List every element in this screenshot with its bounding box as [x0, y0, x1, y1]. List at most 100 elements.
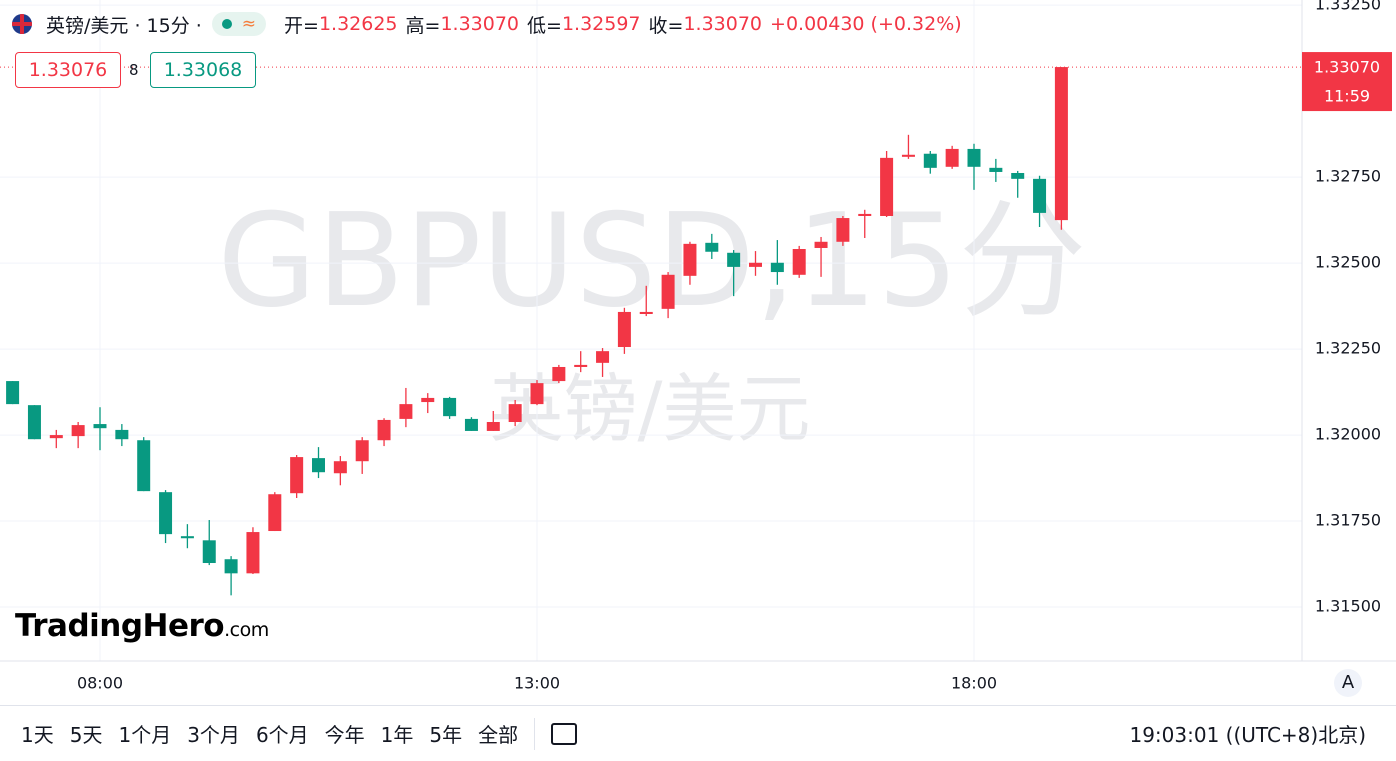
candle-body: [749, 262, 762, 267]
candle-body: [312, 458, 325, 473]
candle: [639, 285, 653, 317]
candle: [1033, 175, 1047, 227]
candle-body: [93, 424, 107, 429]
y-tick-label: 1.32500: [1315, 253, 1381, 272]
candle: [159, 490, 173, 544]
spread: 8: [129, 61, 139, 79]
range-button[interactable]: 1天: [21, 723, 54, 747]
candle: [1011, 170, 1025, 198]
candle: [508, 399, 522, 427]
clock: 19:03:01 ((UTC+8)北京): [1129, 723, 1366, 747]
candle: [552, 364, 566, 384]
candle-body: [508, 404, 522, 423]
candle: [727, 250, 741, 297]
candle: [574, 351, 588, 373]
candle-body: [355, 440, 369, 462]
last-price-label: 1.33070: [1314, 58, 1380, 77]
status-pill[interactable]: ≈: [211, 12, 267, 36]
candle-body: [1011, 172, 1025, 179]
buy-button[interactable]: 1.33068: [150, 52, 256, 88]
candle-body: [770, 262, 784, 273]
candle: [749, 251, 762, 276]
change: +0.00430 (+0.32%): [770, 13, 962, 35]
sell-button[interactable]: 1.33076: [15, 52, 121, 88]
candle: [312, 447, 325, 479]
candle: [464, 417, 478, 431]
range-button[interactable]: 5天: [69, 723, 103, 747]
candle: [49, 429, 63, 449]
x-tick-label: 18:00: [951, 674, 997, 693]
ohlc-label: 低=: [527, 14, 562, 37]
candle-body: [1054, 67, 1068, 221]
candle: [333, 456, 347, 486]
candle: [530, 380, 544, 406]
candle: [683, 241, 697, 285]
y-tick-label: 1.31500: [1315, 597, 1381, 616]
candle-body: [464, 418, 478, 431]
pill-icon: ≈: [241, 14, 257, 34]
candle: [836, 215, 850, 246]
candle-body: [858, 213, 872, 216]
candle: [486, 410, 500, 431]
candle-body: [530, 383, 544, 405]
candle: [814, 236, 828, 277]
range-button[interactable]: 3个月: [187, 723, 240, 747]
candle: [268, 492, 282, 532]
candle-body: [421, 397, 435, 403]
candle-body: [290, 457, 304, 494]
last-price-tag: [1302, 52, 1392, 112]
candle-body: [268, 494, 282, 532]
candle: [290, 455, 304, 499]
watermark-symbol: GBPUSD,15分: [217, 187, 1086, 336]
range-button[interactable]: 1个月: [118, 723, 172, 747]
range-button[interactable]: 今年: [324, 723, 365, 747]
candle: [115, 424, 129, 447]
candle: [901, 134, 915, 159]
watermark-name: 英镑/美元: [490, 367, 811, 453]
candle-body: [901, 154, 915, 157]
candle-body: [639, 311, 653, 315]
candle: [71, 422, 85, 449]
candle-body: [552, 366, 566, 382]
candle: [224, 556, 238, 596]
candle-body: [792, 249, 806, 275]
candle-body: [923, 153, 937, 168]
y-tick-label: 1.33250: [1315, 0, 1381, 14]
candle-body: [967, 148, 981, 167]
candle: [792, 245, 806, 278]
candle: [661, 272, 675, 319]
auto-scale-button[interactable]: A: [1334, 669, 1362, 697]
range-button[interactable]: 6个月: [255, 723, 309, 747]
candle: [945, 145, 959, 169]
legend-header: 英镑/美元 · 15分 · ≈ 开= 1.32625 高= 1.33070 低= 1.…: [12, 8, 962, 40]
candle-body: [836, 218, 850, 242]
candle-body: [1033, 178, 1047, 213]
candle-body: [49, 435, 63, 439]
logo: TradingHero.com: [15, 608, 269, 644]
ohlc-value: 1.32625: [318, 13, 398, 35]
axes: 1.31500 1.31750 1.32000 1.32250 1.32500 1.327…: [0, 0, 1392, 693]
candles: [6, 67, 1068, 596]
candle-body: [443, 397, 457, 417]
flag-icon: [12, 14, 32, 34]
candle: [617, 307, 631, 354]
range-button[interactable]: 1年: [380, 723, 414, 747]
candle-body: [486, 422, 500, 431]
candle-body: [115, 429, 129, 440]
candle-body: [705, 242, 719, 252]
date-range-icon[interactable]: [551, 722, 578, 745]
candle: [180, 524, 194, 549]
candle-body: [224, 559, 238, 574]
grid: [0, 0, 1302, 661]
ohlc-label: 高=: [405, 14, 441, 37]
chart: GBPUSD,15分 英镑/美元 1.315001.317501.320001.…: [0, 0, 1396, 693]
range-button[interactable]: 全部: [478, 723, 519, 747]
candle: [202, 520, 216, 566]
candle: [705, 233, 719, 259]
candle-body: [6, 381, 20, 405]
candle-body: [202, 540, 216, 564]
candle: [923, 150, 937, 174]
range-button[interactable]: 5年: [429, 723, 463, 747]
candle: [399, 387, 413, 428]
